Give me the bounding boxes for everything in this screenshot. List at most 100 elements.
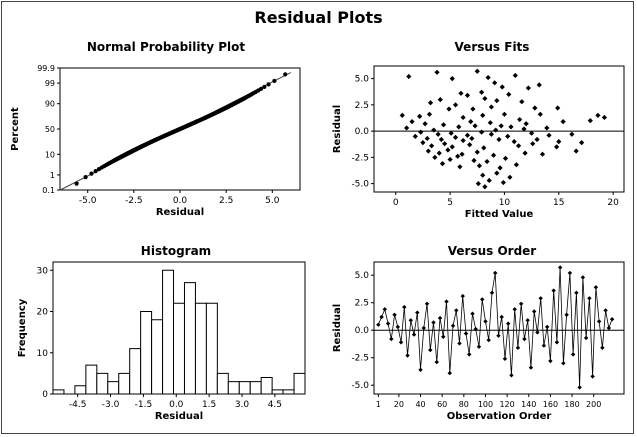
order-x-tick-label: 160 [543,400,558,409]
order-point [600,345,605,350]
figure-title: Residual Plots [254,8,383,27]
npp-x-tick-label: -5.0 [79,196,97,206]
order-y-tick-label: 2.5 [355,299,369,309]
order-point [528,365,534,370]
fits-point [534,136,540,143]
fits-point [546,132,552,138]
fits-point [449,76,455,82]
order-point [480,297,485,302]
order-point [486,337,491,343]
fits-point [579,140,585,146]
order-point [515,345,521,350]
fits-point [435,131,441,137]
fits-point [506,91,512,97]
fits-point [455,153,461,159]
order-point [392,312,397,317]
npp-point [83,175,88,180]
fits-point [481,145,487,151]
fits-point [522,150,528,156]
hist-bar [107,381,120,395]
hist-bar [52,389,65,395]
order-plot-area [373,261,625,395]
fits-point [418,129,424,135]
hist-bar [194,302,207,395]
order-point [447,370,452,376]
fits-point [485,74,491,81]
order-point [518,301,524,306]
npp-point [74,181,79,186]
fits-point [507,174,513,180]
hist-y-tick-label: 30 [37,266,49,276]
fits-x-tick-label: 20 [607,198,619,208]
order-x-tick-label: 80 [459,400,469,409]
fits-point [517,116,523,123]
order-point [493,270,498,276]
hist-x-axis-label: Residual [155,411,203,422]
fits-point [479,89,485,95]
hist-bar [151,319,164,395]
npp-x-tick-label: 5.0 [265,196,280,206]
fits-x-tick-label: 15 [553,198,564,208]
npp-y-tick-label: 99 [45,79,55,88]
fits-point [537,111,543,117]
fits-point [499,84,505,90]
fits-point [412,133,418,139]
order-point [389,336,394,342]
fits-point [496,136,502,143]
order-point [441,334,446,339]
fits-point [452,102,459,108]
hist-y-tick-label: 20 [37,308,49,318]
npp-y-tick-label: 0.1 [42,186,55,195]
order-series-line [377,267,613,388]
fits-y-tick-label: 0.0 [355,127,370,137]
fits-point [438,136,444,143]
fits-point [474,68,480,74]
order-point [557,265,563,270]
hist-x-tick-label: 4.5 [268,400,282,410]
order-point [554,340,560,345]
hist-bar [118,372,131,395]
fits-point [479,129,485,135]
fits-point [530,141,536,147]
order-point [463,331,469,336]
hist-bar [282,389,295,395]
order-point [587,296,592,301]
fits-point [480,172,486,178]
fits-point [440,122,447,128]
fits-point [601,114,608,121]
fits-x-tick-label: 5 [447,198,453,208]
fits-point [449,144,455,150]
fits-point [595,112,601,118]
fits-point [459,151,465,157]
fits-point [422,121,428,127]
fits-point [457,164,463,170]
order-point [454,308,459,313]
npp-point [258,86,264,91]
order-point [405,353,410,358]
order-point [483,319,488,324]
fits-y-tick-label: 2.5 [355,101,369,111]
order-point [544,324,550,330]
order-point [385,321,391,326]
hist-bar [183,282,196,395]
fits-point [480,112,486,118]
order-point [570,352,576,357]
order-point [376,322,381,327]
fits-point [470,106,476,112]
hist-bar [238,381,251,395]
fits-y-tick-label: 5.0 [355,75,370,85]
npp-point [93,169,98,174]
fits-point [487,120,493,126]
order-point [398,340,404,345]
order-point [596,319,602,324]
order-x-tick-label: 100 [478,400,493,409]
hist-bar [173,302,185,395]
npp-x-axis-label: Residual [156,207,204,218]
order-point [499,314,504,320]
order-y-tick-label: 0.0 [355,326,370,336]
fits-point [464,132,471,138]
order-y-axis-label: Residual [332,304,343,352]
fits-point [508,124,514,130]
order-x-tick-label: 180 [564,400,579,409]
npp-y-axis-label: Percent [10,107,21,151]
